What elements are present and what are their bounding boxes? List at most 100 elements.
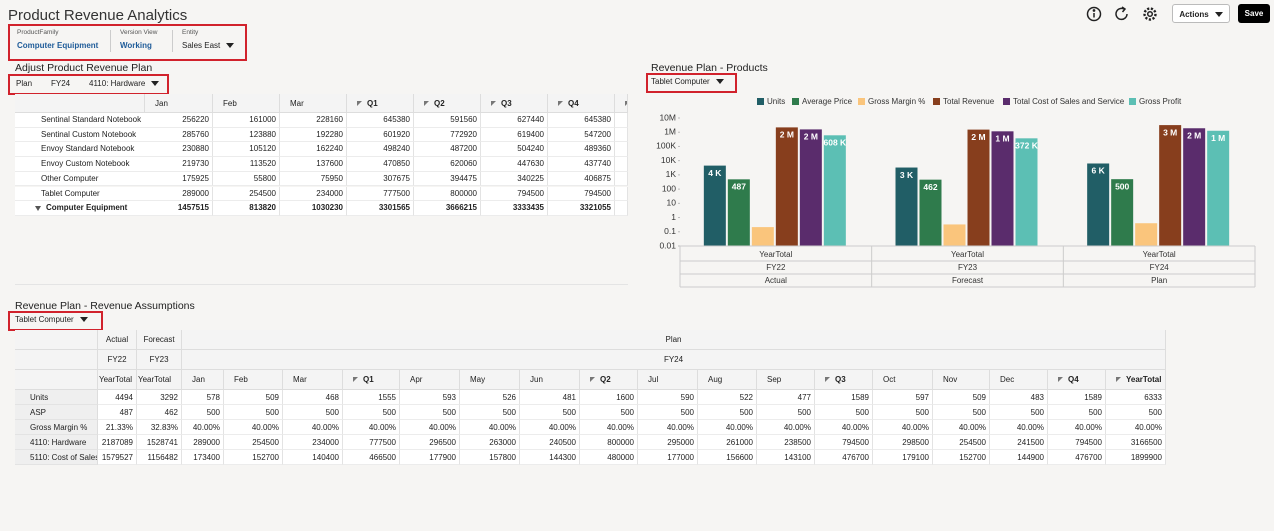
cell[interactable]: 1555 [343,390,400,405]
cell[interactable]: 509 [224,390,283,405]
cell[interactable]: 504240 [481,142,548,158]
cell[interactable]: 157800 [460,450,520,465]
cell[interactable]: 1030230 [280,201,347,216]
cell[interactable]: 40.00% [400,420,460,435]
cell[interactable]: 800000 [580,435,638,450]
column-header[interactable]: Dec [990,370,1048,390]
cell[interactable]: 1600 [580,390,638,405]
cell[interactable]: 40.00% [698,420,757,435]
cell[interactable]: 256220 [145,113,213,128]
column-header[interactable]: Jun [520,370,580,390]
member-selector[interactable]: Tablet Computer [651,75,735,89]
cell[interactable]: 645380 [347,113,414,128]
cell[interactable]: 40.00% [1106,420,1166,435]
member-selector[interactable]: Tablet Computer [15,313,99,327]
cell[interactable]: 597 [873,390,933,405]
pov-value[interactable]: Working [120,41,152,50]
cell[interactable]: 500 [990,405,1048,420]
column-header[interactable]: Oct [873,370,933,390]
cell[interactable]: 123880 [213,127,280,143]
cell[interactable]: 500 [580,405,638,420]
cell[interactable]: 1589 [815,390,873,405]
cell[interactable]: 3292 [137,390,182,405]
cell[interactable]: 483 [990,390,1048,405]
cell[interactable]: 105120 [213,142,280,158]
cell[interactable]: 500 [1048,405,1106,420]
cell[interactable]: 489360 [548,142,615,158]
cell[interactable]: 263000 [460,435,520,450]
cell[interactable]: 772920 [414,127,481,143]
pov-value[interactable]: Computer Equipment [17,41,99,50]
actions-button[interactable]: Actions [1172,4,1230,23]
column-header[interactable]: Q2 [414,94,481,113]
cell[interactable]: 476700 [1048,450,1106,465]
cell[interactable]: 526 [460,390,520,405]
cell[interactable]: 234000 [280,186,347,202]
refresh-icon[interactable] [1115,6,1128,21]
pov-value[interactable]: Sales East [182,40,242,52]
cell[interactable]: 437740 [548,157,615,172]
cell[interactable]: 4494 [98,390,137,405]
cell[interactable]: 578 [182,390,224,405]
cell[interactable]: 498240 [347,142,414,158]
cell[interactable]: 462 [137,405,182,420]
column-header[interactable]: May [460,370,520,390]
cell[interactable]: 21.33% [98,420,137,435]
cell[interactable]: 500 [460,405,520,420]
cell[interactable]: 144300 [520,450,580,465]
cell[interactable]: 40.00% [638,420,698,435]
column-header[interactable]: Q4 [1048,370,1106,390]
cell[interactable]: 500 [283,405,343,420]
cell[interactable]: 3321055 [548,201,615,216]
cell[interactable]: 32.83% [137,420,182,435]
cell[interactable]: 500 [815,405,873,420]
cell[interactable]: 476700 [815,450,873,465]
column-header[interactable]: Feb [213,94,280,113]
cell[interactable]: 777500 [347,186,414,202]
cell[interactable]: 1528741 [137,435,182,450]
save-button[interactable]: Save [1238,4,1270,23]
cell[interactable]: 307675 [347,171,414,187]
cell[interactable]: 162240 [280,142,347,158]
column-header[interactable]: Q2 [580,370,638,390]
column-header[interactable]: Apr [400,370,460,390]
cell[interactable]: 2187089 [98,435,137,450]
cell[interactable]: 627440 [481,113,548,128]
cell[interactable]: 1457515 [145,201,213,216]
column-header[interactable]: Q3 [815,370,873,390]
cell[interactable]: 340225 [481,171,548,187]
cell[interactable]: 289000 [145,186,213,202]
cell[interactable]: 466500 [343,450,400,465]
cell[interactable]: 794500 [481,186,548,202]
cell[interactable]: 645380 [548,113,615,128]
cell[interactable]: 179100 [873,450,933,465]
column-header[interactable]: YearTotal [1106,370,1166,390]
cell[interactable]: 500 [757,405,815,420]
cell[interactable]: 1899900 [1106,450,1166,465]
cell[interactable]: 75950 [280,171,347,187]
cell[interactable]: 593 [400,390,460,405]
cell[interactable]: 298500 [873,435,933,450]
column-header[interactable]: Q4 [548,94,615,113]
grid-pov[interactable]: FY24 [51,79,71,88]
cell[interactable]: 40.00% [343,420,400,435]
cell[interactable]: 500 [520,405,580,420]
cell[interactable]: 254500 [224,435,283,450]
cell[interactable]: 794500 [548,186,615,202]
cell[interactable]: 447630 [481,157,548,172]
cell[interactable]: 55800 [213,171,280,187]
cell[interactable]: 177000 [638,450,698,465]
cell[interactable]: 40.00% [580,420,638,435]
settings-icon[interactable] [1143,7,1157,21]
cell[interactable]: 40.00% [873,420,933,435]
cell[interactable]: 40.00% [815,420,873,435]
cell[interactable]: 254500 [933,435,990,450]
cell[interactable]: 40.00% [460,420,520,435]
cell[interactable]: 406875 [548,171,615,187]
column-header[interactable]: Mar [283,370,343,390]
cell[interactable]: 477 [757,390,815,405]
cell[interactable]: 40.00% [990,420,1048,435]
cell[interactable]: 140400 [283,450,343,465]
cell[interactable]: 40.00% [520,420,580,435]
cell[interactable]: 289000 [182,435,224,450]
